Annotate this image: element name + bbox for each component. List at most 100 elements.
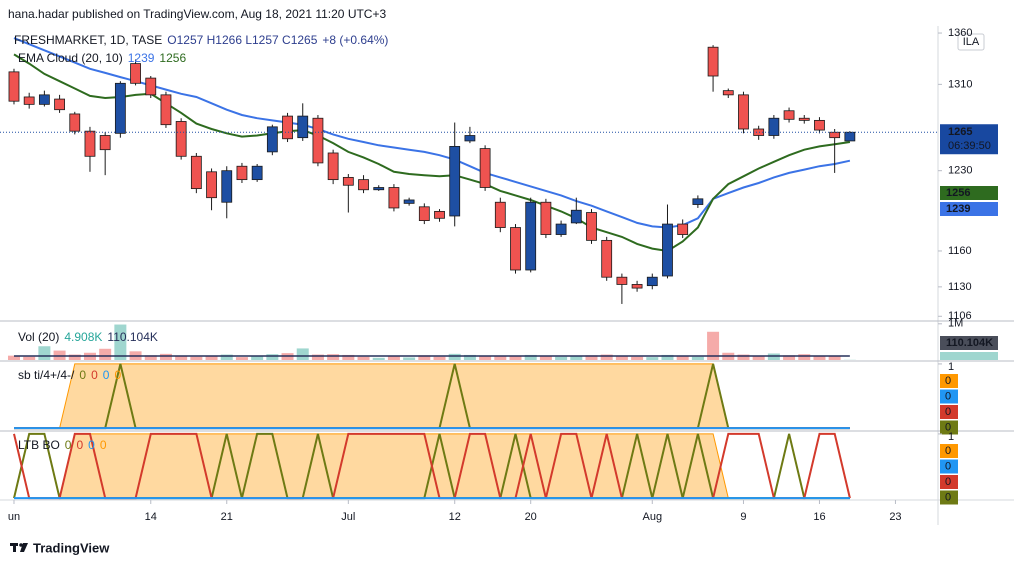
volume-bar (509, 356, 522, 360)
candle-body (282, 115, 293, 140)
value-tag-label: 0 (945, 390, 951, 402)
price-tag (940, 352, 998, 360)
value-tag (940, 490, 958, 505)
candle-body (236, 165, 248, 181)
candle-body (251, 165, 263, 181)
candle-body (479, 148, 491, 188)
currency: ILA (963, 36, 980, 48)
last-price-label: 1265 (948, 126, 972, 138)
volume-bar (342, 354, 355, 360)
candle-body (434, 210, 445, 219)
y-tick-label: 1M (948, 318, 963, 330)
logo (10, 543, 28, 552)
volume-bar (798, 354, 811, 360)
volume-bar (403, 357, 416, 360)
volume-bar (205, 356, 218, 360)
volume-bar (631, 356, 644, 360)
footer-brand: TradingView (33, 540, 110, 555)
legend-item: FRESHMARKET, 1D, TASE (14, 33, 162, 47)
volume-bar (479, 355, 492, 360)
candle-body (418, 206, 430, 221)
candle-body (692, 198, 704, 205)
volume-bar (813, 356, 826, 360)
legend-item: 0 (91, 368, 98, 382)
candle-body (373, 187, 385, 191)
candle-body (403, 199, 415, 204)
volume-bar (615, 356, 628, 360)
y-tick-label: 1130 (948, 281, 972, 293)
volume-bar (159, 353, 172, 360)
legend-item: +8 (+0.64%) (322, 33, 388, 47)
value-tag-label: 0 (945, 406, 951, 418)
candle-body (160, 94, 172, 126)
y-tick-label: 1160 (948, 245, 972, 257)
volume-bar (175, 356, 188, 360)
volume-bar (463, 354, 476, 360)
value-tag (940, 405, 958, 419)
candle-body (175, 121, 187, 157)
volume-bar (555, 356, 568, 360)
candle-body (631, 284, 643, 289)
volume-bar (266, 354, 279, 360)
legend-item: sb ti/4+/4-/ (18, 368, 75, 382)
volume-bar (646, 357, 659, 360)
value-tag (940, 420, 958, 435)
volume-bar (707, 331, 720, 360)
candle-body (540, 201, 552, 235)
legend: sb ti/4+/4-/0 0 0 0 (18, 368, 121, 382)
candle-body (798, 117, 810, 121)
candle-body (114, 82, 126, 134)
candle-body (145, 77, 157, 96)
volume-bar (691, 356, 704, 360)
candle-body (783, 110, 795, 120)
candle-body (99, 135, 111, 151)
legend: Vol (20) 4.908K 110.104K (18, 330, 158, 344)
ema-line (13, 53, 851, 253)
legend-item: 4.908K (64, 330, 102, 344)
value-tag-label: 0 (945, 421, 951, 433)
legend-item: 0 (88, 438, 95, 452)
x-tick-label: 20 (525, 511, 537, 523)
volume-bar (676, 356, 689, 360)
legend-item: 110.104K (107, 330, 158, 344)
candle-body (616, 276, 628, 285)
candle-body (312, 117, 324, 164)
price-tag-label: 1239 (946, 203, 970, 215)
volume-bar (433, 356, 446, 360)
volume-bar (114, 324, 127, 360)
legend-item: 0 (114, 368, 121, 382)
value-tag-label: 0 (945, 476, 951, 488)
volume-bar (38, 346, 51, 360)
price-tag-label: 1256 (946, 187, 970, 199)
countdown: 06:39:50 (948, 140, 991, 152)
candle-body (84, 130, 96, 157)
y-tick-label: 1310 (948, 78, 972, 90)
volume-bar (387, 356, 400, 360)
candle-body (54, 98, 65, 111)
legend-item: EMA Cloud (20, 10) (18, 51, 123, 65)
candle-body (388, 187, 400, 209)
candle-body (266, 126, 278, 153)
header-text: hana.hadar published on TradingView.com,… (8, 7, 386, 21)
value-tag-label: 0 (945, 491, 951, 503)
legend-item: O1257 H1266 L1257 C1265 (167, 33, 317, 47)
candle-body (130, 63, 141, 84)
legend: EMA Cloud (20, 10) 1239 1256 (18, 51, 186, 65)
legend-item: 0 (76, 438, 83, 452)
volume-bar (235, 357, 248, 360)
volume-bar (372, 357, 385, 360)
value-tag-label: 0 (945, 375, 951, 387)
volume-bar (68, 354, 81, 360)
legend-item: 0 (100, 438, 107, 452)
candle-body (342, 176, 354, 186)
volume-bar (828, 355, 841, 360)
candle-body (8, 71, 20, 102)
price-tag (940, 124, 998, 155)
volume-bar (570, 356, 583, 360)
volume-bar (737, 354, 750, 360)
price-tag (940, 186, 998, 200)
legend-item: 0 (65, 438, 72, 452)
candle-body (844, 131, 856, 142)
x-tick-label: Jul (341, 511, 355, 523)
